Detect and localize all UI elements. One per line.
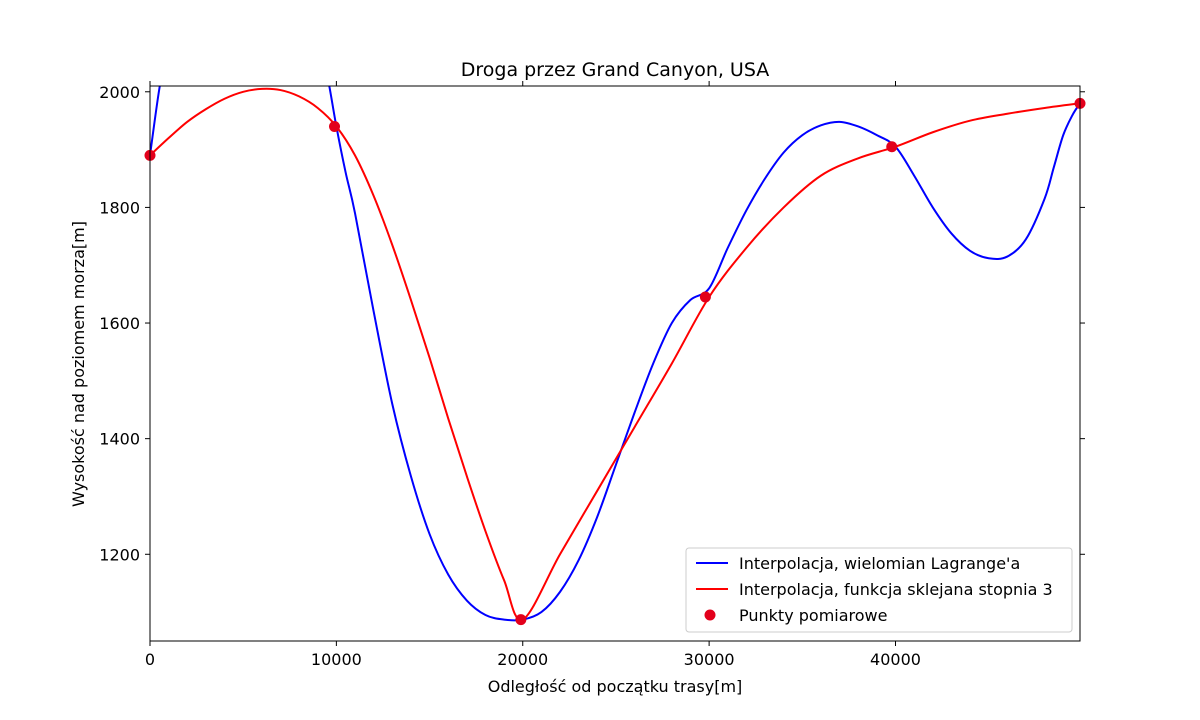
plot-frame: [149, 85, 1081, 642]
y-tick-label: 1400: [99, 430, 140, 449]
legend-label-1: Interpolacja, funkcja sklejana stopnia 3: [739, 580, 1053, 599]
measurement-point: [886, 141, 898, 153]
legend-box: [685, 547, 1073, 633]
y-tick-label: 1200: [99, 545, 140, 564]
legend-label-2: Punkty pomiarowe: [739, 606, 887, 625]
y-tick-label: 1600: [99, 314, 140, 333]
x-tick-label: 10000: [311, 650, 362, 669]
plot-area: [144, 85, 1086, 642]
series-layer: [150, 86, 1080, 622]
y-axis-label: Wysokość nad poziomem morza[m]: [69, 221, 88, 507]
x-tick-label: 0: [145, 650, 155, 669]
series-line-0: [150, 86, 1080, 622]
measurement-point: [515, 614, 527, 626]
y-tick-label: 1800: [99, 198, 140, 217]
x-axis: 0 10000 20000 30000 40000: [145, 81, 921, 669]
series-line-1: [150, 87, 1080, 621]
measurement-point: [699, 291, 711, 303]
legend-label-0: Interpolacja, wielomian Lagrange'a: [739, 554, 1020, 573]
y-tick-label: 2000: [99, 83, 140, 102]
measurement-point: [329, 120, 341, 132]
chart-title: Droga przez Grand Canyon, USA: [461, 59, 770, 81]
y-axis: 1200 1400 1600 1800 2000: [99, 83, 1085, 564]
x-tick-label: 40000: [870, 650, 921, 669]
legend-swatch-2: [704, 609, 716, 621]
x-tick-label: 20000: [497, 650, 548, 669]
x-axis-label: Odległość od początku trasy[m]: [488, 677, 743, 696]
x-tick-label: 30000: [684, 650, 735, 669]
legend: Interpolacja, wielomian Lagrange'a Interp…: [685, 547, 1073, 633]
